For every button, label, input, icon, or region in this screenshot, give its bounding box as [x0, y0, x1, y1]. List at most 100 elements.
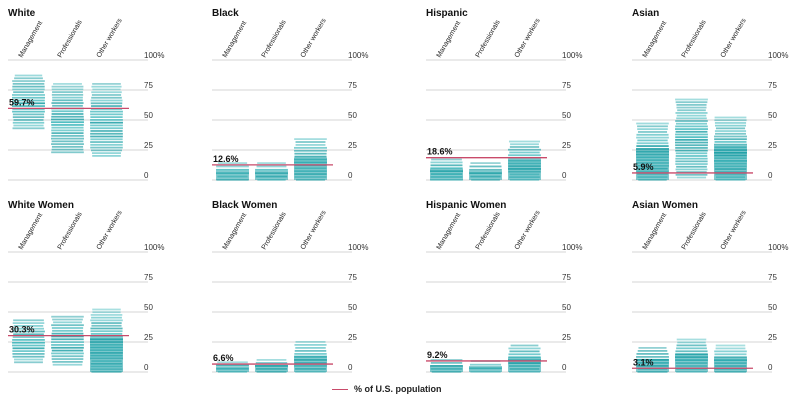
bar-stripe [294, 138, 327, 140]
bar-core [255, 170, 288, 180]
bar-stripe [90, 113, 123, 116]
bar-stripe [13, 119, 44, 121]
bar-stripe [12, 327, 45, 330]
bar-professionals [469, 360, 502, 373]
bar-stripe [90, 314, 123, 316]
bar-stripe [638, 347, 667, 349]
bar-stripe [12, 339, 45, 341]
category-label-other-workers: Other workers [720, 17, 748, 59]
bar-stripe [90, 124, 123, 127]
bar-stripe [217, 361, 248, 364]
legend-label: % of U.S. population [354, 384, 442, 394]
bar-core [508, 158, 541, 180]
bar-stripe [51, 140, 84, 143]
bar-stripe [715, 347, 746, 350]
bar-stripe [51, 115, 84, 118]
tick-label: 0 [144, 171, 149, 180]
bar-stripe [675, 120, 708, 122]
bar-stripe [51, 358, 84, 360]
bar-stripe [12, 88, 45, 91]
bar-stripe [508, 154, 541, 157]
bar-professionals [675, 98, 708, 179]
bar-stripe [92, 155, 121, 157]
bar-stripe [469, 165, 502, 168]
bar-stripe [636, 356, 669, 358]
bar-core [675, 354, 708, 372]
bar-stripe [51, 352, 84, 355]
bar-professionals [51, 315, 84, 366]
population-label: 6.6% [213, 353, 234, 363]
bar-stripe [508, 148, 541, 151]
bar-stripe [675, 157, 708, 160]
bar-stripe [294, 146, 327, 149]
bar-stripe [255, 168, 288, 171]
bar-stripe [508, 347, 541, 350]
bar-stripe [637, 139, 668, 142]
bar-stripe [430, 161, 463, 164]
bar-stripe [675, 112, 708, 114]
tick-label: 25 [562, 333, 571, 342]
bar-stripe [637, 128, 668, 131]
bar-stripe [51, 118, 84, 121]
bar-stripe [715, 127, 746, 130]
bar-stripe [677, 341, 706, 344]
bar-stripe [91, 94, 122, 96]
bar-stripe [216, 165, 249, 168]
panel-title: Asian [632, 8, 659, 19]
tick-label: 100% [562, 243, 582, 252]
bar-core [216, 170, 249, 180]
category-label-management: Management [222, 20, 249, 59]
tick-label: 50 [768, 111, 777, 120]
bar-other-workers [508, 344, 541, 373]
bar-stripe [675, 155, 708, 157]
bar-stripe [90, 121, 123, 124]
population-label: 9.2% [427, 350, 448, 360]
bar-stripe [714, 119, 747, 122]
bar-stripe [675, 173, 708, 176]
bar-stripe [714, 353, 747, 356]
tick-label: 100% [562, 51, 582, 60]
bar-management [430, 359, 463, 373]
population-label: 12.6% [213, 154, 239, 164]
bar-stripe [51, 349, 84, 352]
tick-label: 0 [768, 171, 773, 180]
bar-management [12, 74, 45, 130]
bar-stripe [90, 99, 123, 102]
bar-stripe [52, 96, 83, 99]
bar-stripe [714, 143, 747, 146]
bar-stripe [90, 135, 123, 138]
bar-stripe [12, 105, 45, 107]
bar-stripe [51, 143, 84, 145]
bar-stripe [90, 327, 123, 330]
bar-stripe [91, 85, 122, 88]
bar-stripe [92, 88, 121, 91]
population-label: 30.3% [9, 325, 35, 335]
tick-label: 100% [144, 51, 164, 60]
category-label-management: Management [642, 212, 669, 251]
tick-label: 25 [562, 141, 571, 150]
bar-stripe [51, 341, 84, 344]
bar-stripe [676, 106, 707, 109]
bar-core [469, 170, 502, 180]
bar-stripe [714, 356, 747, 359]
bar-professionals [51, 83, 84, 154]
bar-core [469, 366, 502, 372]
bar-management [216, 361, 249, 373]
bar-stripe [676, 117, 707, 120]
population-label: 3.1% [633, 357, 654, 367]
bar-stripe [91, 324, 122, 327]
tick-label: 50 [562, 303, 571, 312]
bar-stripe [430, 167, 463, 170]
bar-stripe [91, 96, 122, 99]
bar-stripe [51, 338, 84, 341]
population-label: 5.9% [633, 162, 654, 172]
bar-stripe [715, 132, 746, 135]
bar-stripe [91, 322, 122, 324]
bar-stripe [637, 131, 668, 133]
bar-stripe [470, 162, 501, 164]
bar-stripe [637, 350, 668, 352]
